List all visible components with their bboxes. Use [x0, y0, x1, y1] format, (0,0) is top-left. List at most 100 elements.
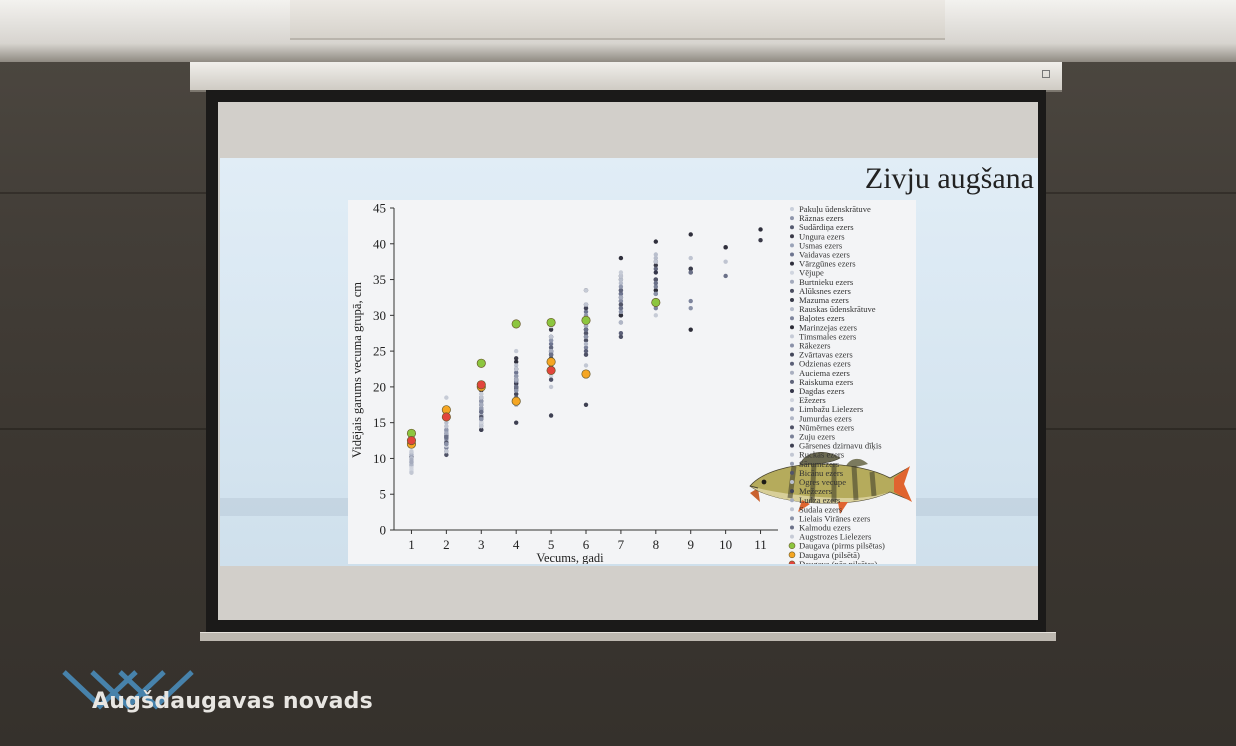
- data-point: [653, 270, 659, 275]
- y-tick-label: 40: [373, 236, 386, 251]
- legend-marker: [790, 234, 794, 239]
- x-tick-label: 9: [687, 537, 694, 552]
- data-point: [688, 270, 693, 275]
- projected-slide: Zivju augšana 0 5 10 15 20 25 30 35 40 45 1 2 3 4 5 6 7 8…: [220, 158, 1038, 569]
- data-point: [583, 331, 589, 336]
- legend-label: Zuju ezers: [799, 432, 836, 442]
- x-tick-label: 4: [513, 537, 520, 552]
- legend-marker: [790, 507, 794, 512]
- data-point: [653, 263, 659, 268]
- chart-panel: 0 5 10 15 20 25 30 35 40 45 1 2 3 4 5 6 7 8 9 10 11 Pakuļu ū…: [348, 200, 916, 569]
- legend-label: Lielais Virānes ezers: [799, 513, 871, 523]
- screen-bottom-bar: [200, 632, 1056, 641]
- data-point: [479, 402, 484, 407]
- data-point: [688, 232, 693, 237]
- data-point: [618, 255, 624, 261]
- data-point: [618, 273, 624, 279]
- data-point: [653, 255, 659, 261]
- data-point: [618, 288, 624, 293]
- data-point: [513, 363, 519, 368]
- y-tick-label: 10: [373, 451, 386, 466]
- x-axis-label: Vecums, gadi: [536, 551, 604, 564]
- legend-label: Limbažu Lielezers: [799, 404, 864, 414]
- data-point: [546, 365, 556, 375]
- legend-marker: [790, 425, 794, 430]
- y-tick-label: 35: [373, 272, 386, 287]
- legend-label: Sudārdiņa ezers: [799, 222, 854, 233]
- data-point: [618, 305, 624, 311]
- data-point: [653, 284, 659, 289]
- legend-marker: [790, 443, 794, 448]
- legend-label: Alūksnes ezers: [799, 286, 851, 296]
- x-tick-label: 10: [719, 537, 732, 552]
- data-point: [548, 373, 554, 379]
- legend-label: Mežezers: [799, 486, 833, 496]
- y-tick-label: 15: [373, 415, 386, 430]
- legend-marker: [790, 207, 794, 211]
- y-tick-label: 25: [373, 344, 386, 359]
- data-point: [479, 406, 484, 411]
- data-point: [618, 295, 624, 300]
- x-tick-label: 5: [548, 537, 555, 552]
- legend-label: Usmas ezers: [799, 240, 843, 250]
- data-point: [548, 345, 554, 350]
- data-point: [513, 370, 519, 375]
- legend-marker: [788, 560, 796, 568]
- legend-label: Zvārtavas ezers: [799, 350, 853, 360]
- legend-marker: [790, 452, 794, 457]
- data-point: [548, 327, 554, 332]
- legend-marker: [790, 279, 794, 284]
- data-point: [583, 402, 589, 407]
- x-tick-label: 6: [583, 537, 590, 552]
- legend-label: Vaidavas ezers: [799, 250, 850, 260]
- legend-label: Rāznas ezers: [799, 213, 844, 223]
- legend-marker: [790, 534, 794, 539]
- data-point: [406, 436, 417, 446]
- legend-marker: [790, 389, 794, 393]
- legend-marker: [790, 307, 794, 312]
- data-point: [513, 373, 519, 379]
- data-point: [444, 427, 449, 433]
- legend-label: Mazuma ezers: [799, 295, 850, 305]
- data-point: [688, 255, 693, 261]
- data-point: [479, 409, 484, 415]
- data-point: [618, 298, 624, 304]
- legend-label: Daugava (pilsētā): [799, 550, 860, 560]
- slide-title: Zivju augšana: [864, 162, 1034, 195]
- x-tick-label: 3: [478, 537, 485, 552]
- data-point: [409, 459, 414, 465]
- data-point: [653, 239, 659, 244]
- data-point: [548, 377, 554, 382]
- data-point: [548, 413, 554, 418]
- data-point: [653, 288, 659, 293]
- data-point: [618, 284, 624, 289]
- legend-marker: [790, 370, 794, 375]
- legend-marker: [790, 525, 794, 530]
- legend-label: Ludza ezers: [799, 495, 841, 505]
- data-point: [688, 298, 693, 304]
- data-point: [444, 420, 449, 425]
- data-point: [479, 395, 484, 400]
- data-point: [513, 388, 519, 393]
- y-tick-label: 20: [373, 379, 386, 394]
- data-point: [511, 319, 521, 329]
- data-point: [444, 441, 449, 447]
- data-point: [513, 366, 519, 372]
- legend-label: Burtnieku ezers: [799, 277, 854, 287]
- y-tick-label: 5: [380, 487, 387, 502]
- legend-marker: [790, 334, 794, 339]
- data-point: [618, 320, 624, 325]
- legend-marker: [790, 288, 794, 293]
- data-point: [618, 277, 624, 282]
- legend-label: Rākezers: [799, 341, 831, 351]
- x-tick-label: 11: [754, 537, 767, 552]
- legend-marker: [790, 498, 794, 503]
- legend-marker: [790, 361, 794, 366]
- data-point: [653, 280, 659, 286]
- data-point: [548, 348, 554, 354]
- perch-fish-illustration: [749, 452, 912, 514]
- legend-marker: [790, 416, 794, 421]
- data-point: [444, 431, 449, 436]
- legend-label: Dagdas ezers: [799, 386, 845, 396]
